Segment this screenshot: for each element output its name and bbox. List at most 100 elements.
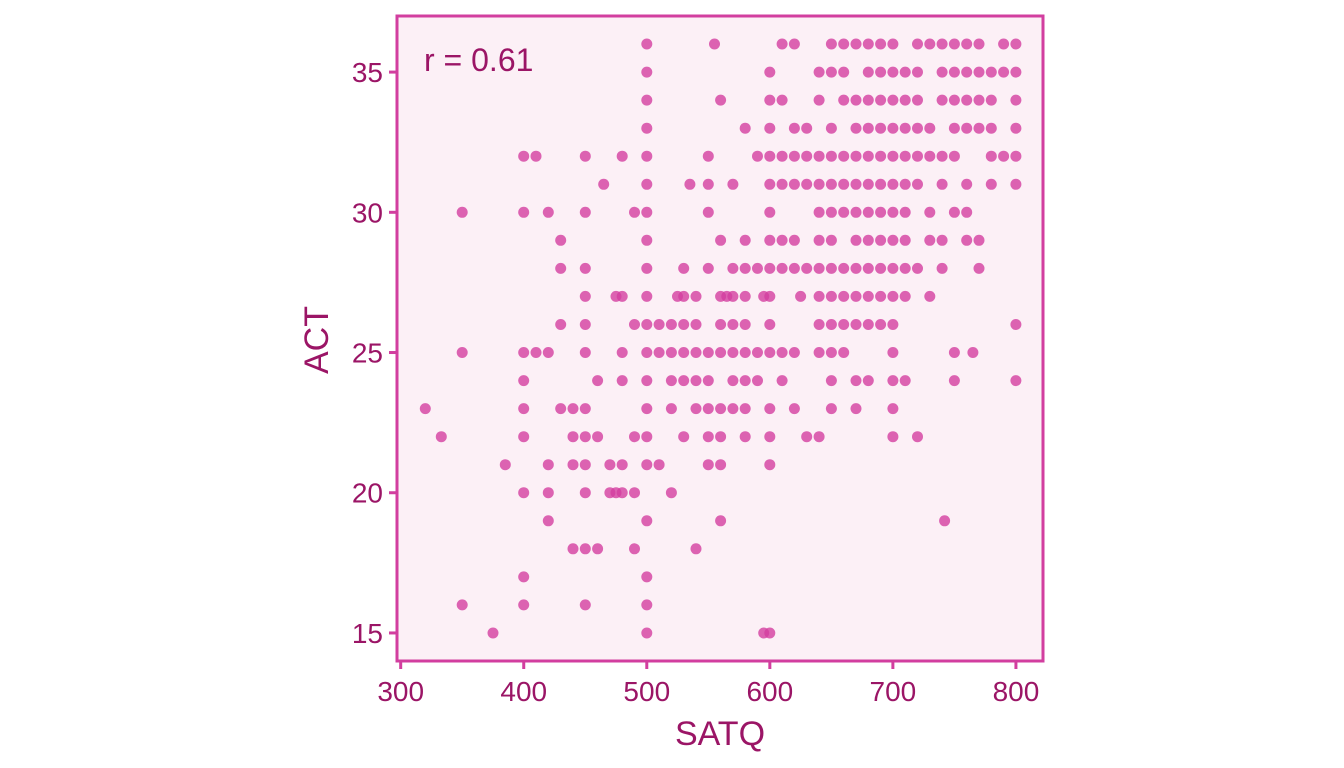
- data-point: [887, 375, 899, 387]
- data-point: [1010, 38, 1022, 50]
- data-point: [801, 262, 813, 274]
- data-point: [899, 178, 911, 190]
- data-point: [875, 178, 887, 190]
- data-point: [850, 403, 862, 415]
- data-point: [641, 599, 653, 611]
- data-point: [1010, 122, 1022, 134]
- data-point: [764, 290, 776, 302]
- data-point: [998, 38, 1010, 50]
- data-point: [862, 319, 874, 330]
- data-point: [727, 290, 739, 302]
- data-point: [518, 571, 530, 583]
- data-point: [653, 319, 665, 330]
- data-point: [702, 347, 714, 358]
- data-point: [776, 94, 788, 106]
- data-point: [813, 178, 825, 190]
- data-point: [702, 375, 714, 387]
- data-point: [899, 150, 911, 162]
- data-point: [542, 206, 554, 218]
- data-point: [715, 459, 727, 471]
- data-point: [518, 487, 530, 499]
- data-point: [641, 206, 653, 218]
- data-point: [912, 122, 923, 134]
- data-point: [948, 66, 960, 78]
- data-point: [641, 262, 653, 274]
- data-point: [862, 290, 874, 302]
- data-point: [924, 290, 936, 302]
- data-point: [825, 234, 837, 246]
- data-point: [739, 431, 751, 443]
- data-point: [752, 375, 763, 387]
- data-point: [629, 431, 640, 443]
- data-point: [899, 66, 911, 78]
- data-point: [665, 487, 677, 499]
- data-point: [456, 347, 468, 358]
- data-point: [862, 262, 874, 274]
- data-point: [850, 206, 862, 218]
- data-point: [936, 234, 948, 246]
- data-point: [579, 403, 591, 415]
- data-point: [702, 178, 714, 190]
- data-point: [825, 375, 837, 387]
- data-point: [912, 94, 923, 106]
- data-point: [487, 627, 499, 639]
- data-point: [592, 543, 604, 555]
- data-point: [518, 599, 530, 611]
- data-point: [825, 319, 837, 330]
- y-tick-label: 30: [352, 197, 383, 228]
- data-point: [579, 150, 591, 162]
- data-point: [653, 347, 665, 358]
- y-axis: 15 20 25 30 35: [352, 57, 397, 649]
- data-point: [801, 431, 813, 443]
- data-point: [850, 150, 862, 162]
- data-point: [555, 319, 567, 330]
- data-point: [985, 66, 997, 78]
- data-point: [788, 122, 800, 134]
- data-point: [641, 571, 653, 583]
- data-point: [813, 150, 825, 162]
- data-point: [939, 515, 951, 527]
- data-point: [1010, 319, 1022, 330]
- data-point: [776, 234, 788, 246]
- data-point: [456, 599, 468, 611]
- data-point: [709, 38, 720, 50]
- y-axis-title: ACT: [298, 306, 336, 374]
- data-point: [579, 543, 591, 555]
- data-point: [899, 375, 911, 387]
- data-point: [961, 206, 973, 218]
- data-point: [690, 543, 702, 555]
- data-point: [813, 66, 825, 78]
- data-point: [665, 403, 677, 415]
- data-point: [813, 234, 825, 246]
- data-point: [690, 290, 702, 302]
- data-point: [899, 234, 911, 246]
- data-point: [579, 290, 591, 302]
- data-point: [936, 178, 948, 190]
- data-point: [456, 206, 468, 218]
- data-point: [715, 234, 727, 246]
- data-point: [641, 38, 653, 50]
- data-point: [715, 347, 727, 358]
- data-point: [801, 150, 813, 162]
- x-tick-label: 600: [746, 676, 793, 707]
- data-point: [678, 375, 690, 387]
- data-point: [641, 515, 653, 527]
- data-point: [555, 262, 567, 274]
- data-point: [518, 375, 530, 387]
- data-point: [948, 94, 960, 106]
- data-point: [875, 262, 887, 274]
- data-point: [788, 347, 800, 358]
- data-point: [899, 94, 911, 106]
- data-point: [764, 94, 776, 106]
- data-point: [764, 66, 776, 78]
- data-point: [641, 94, 653, 106]
- data-point: [875, 319, 887, 330]
- data-point: [435, 431, 447, 443]
- data-point: [592, 375, 604, 387]
- data-point: [850, 122, 862, 134]
- data-point: [850, 38, 862, 50]
- data-point: [629, 487, 640, 499]
- data-point: [715, 431, 727, 443]
- data-point: [727, 347, 739, 358]
